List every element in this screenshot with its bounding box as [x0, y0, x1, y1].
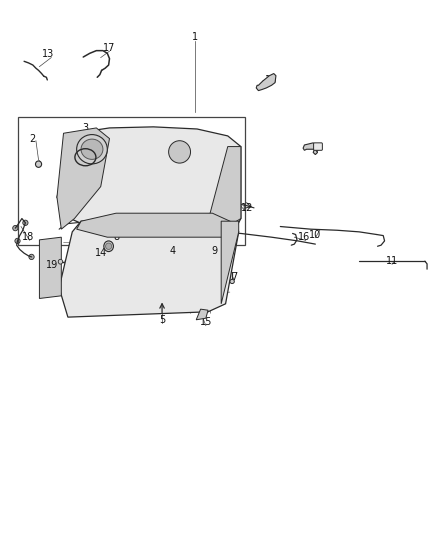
Ellipse shape: [13, 225, 18, 231]
Polygon shape: [303, 143, 318, 155]
Text: 10: 10: [309, 230, 321, 239]
Text: 13: 13: [42, 50, 54, 59]
Ellipse shape: [23, 220, 28, 225]
Ellipse shape: [169, 141, 191, 163]
Text: 12: 12: [241, 203, 254, 213]
FancyBboxPatch shape: [314, 143, 322, 150]
Text: 7: 7: [231, 272, 237, 282]
Polygon shape: [57, 128, 110, 229]
Polygon shape: [196, 309, 208, 320]
Text: 16: 16: [298, 232, 311, 242]
Ellipse shape: [15, 238, 20, 244]
Ellipse shape: [29, 254, 34, 260]
Text: 16: 16: [265, 75, 278, 85]
Text: 14: 14: [95, 248, 107, 258]
Polygon shape: [57, 127, 241, 237]
Polygon shape: [221, 221, 239, 304]
Text: 19: 19: [46, 261, 59, 270]
Text: 17: 17: [103, 43, 116, 53]
Polygon shape: [256, 74, 276, 91]
Text: 6: 6: [312, 144, 318, 154]
Polygon shape: [206, 147, 241, 235]
Bar: [18, 117, 245, 245]
Text: 18: 18: [22, 232, 35, 242]
Ellipse shape: [230, 279, 234, 284]
Text: 11: 11: [386, 256, 398, 266]
Text: 5: 5: [159, 315, 165, 325]
Text: 4: 4: [170, 246, 176, 255]
Ellipse shape: [35, 161, 42, 167]
Text: 8: 8: [113, 232, 119, 242]
Ellipse shape: [58, 259, 63, 264]
Text: 3: 3: [82, 123, 88, 133]
Ellipse shape: [77, 134, 107, 164]
Ellipse shape: [104, 241, 113, 252]
Text: 2: 2: [30, 134, 36, 143]
Text: 9: 9: [212, 246, 218, 255]
Text: 1: 1: [192, 33, 198, 42]
Text: 15: 15: [200, 318, 212, 327]
Polygon shape: [77, 213, 239, 237]
Polygon shape: [39, 237, 61, 298]
Ellipse shape: [106, 243, 112, 249]
Ellipse shape: [81, 139, 103, 159]
Polygon shape: [59, 213, 239, 317]
